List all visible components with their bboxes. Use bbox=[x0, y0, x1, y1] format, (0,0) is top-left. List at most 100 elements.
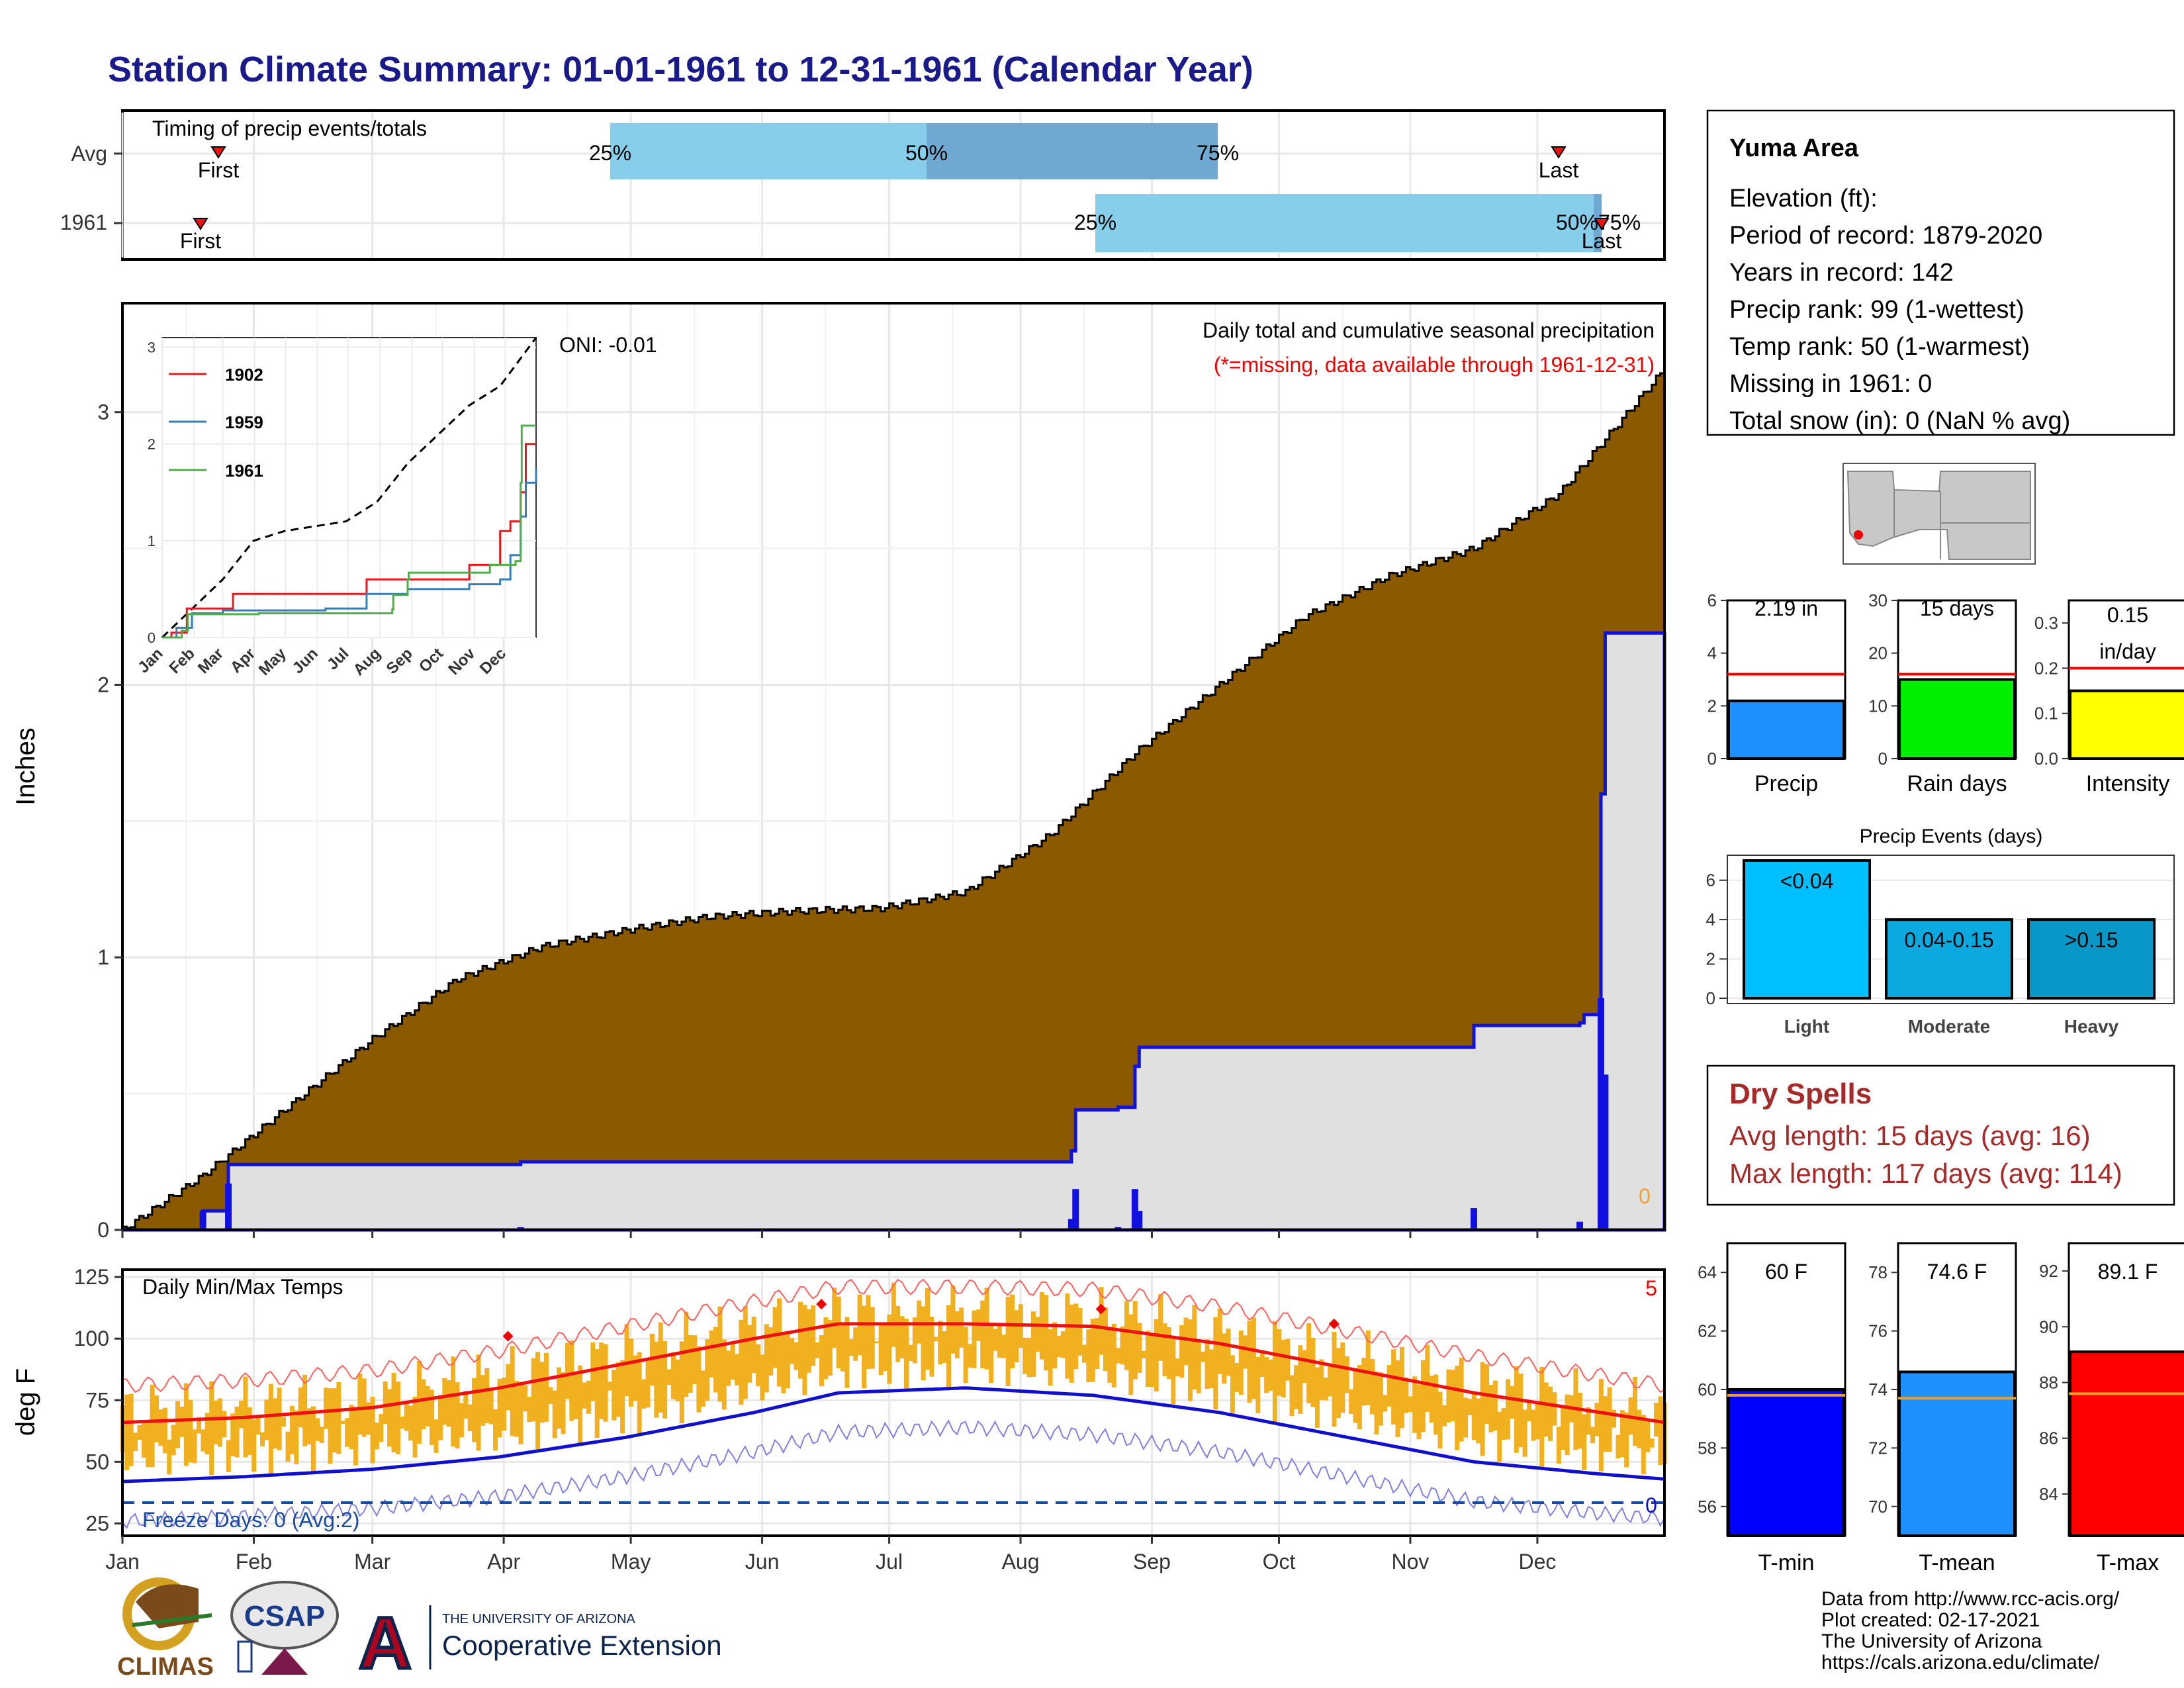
main-y-label: Inches bbox=[11, 727, 40, 806]
daily-temp-bar bbox=[442, 1378, 447, 1425]
daily-temp-bar bbox=[794, 1342, 799, 1370]
daily-precip-bar bbox=[199, 1211, 206, 1230]
daily-temp-bar bbox=[133, 1432, 138, 1452]
daily-temp-bar bbox=[268, 1383, 273, 1475]
daily-temp-bar bbox=[908, 1344, 913, 1361]
record-marker bbox=[816, 1299, 827, 1310]
daily-temp-bar bbox=[1590, 1427, 1595, 1444]
daily-temp-bar bbox=[213, 1400, 218, 1444]
y-tick-label: 90 bbox=[2039, 1317, 2058, 1336]
daily-temp-bar bbox=[226, 1440, 231, 1472]
daily-temp-bar bbox=[1175, 1358, 1180, 1377]
daily-temp-bar bbox=[1370, 1359, 1375, 1415]
y-tick-label: 125 bbox=[74, 1265, 109, 1289]
daily-temp-bar bbox=[912, 1317, 917, 1364]
daily-temp-bar bbox=[1492, 1380, 1498, 1431]
precip-bar bbox=[1727, 699, 1845, 761]
daily-temp-bar bbox=[751, 1317, 756, 1374]
daily-temp-bar bbox=[1120, 1326, 1125, 1365]
daily-temp-bar bbox=[455, 1382, 460, 1449]
daily-temp-bar bbox=[1208, 1349, 1214, 1388]
daily-temp-bar bbox=[1561, 1407, 1566, 1450]
daily-temp-bar bbox=[421, 1379, 426, 1430]
y-tick-label: 84 bbox=[2039, 1484, 2058, 1504]
daily-temp-bar bbox=[768, 1327, 774, 1376]
daily-temp-bar bbox=[1645, 1421, 1651, 1452]
daily-temp-bar bbox=[739, 1319, 744, 1405]
daily-temp-bar bbox=[497, 1379, 502, 1438]
daily-temp-bar bbox=[1226, 1329, 1231, 1376]
daily-temp-bar bbox=[760, 1354, 765, 1401]
y-tick-label: 50 bbox=[85, 1450, 109, 1474]
daily-temp-bar bbox=[1607, 1387, 1612, 1452]
main-x-axis bbox=[121, 1230, 1539, 1238]
y-tick-label: 58 bbox=[1698, 1438, 1717, 1458]
daily-temp-bar bbox=[1361, 1358, 1367, 1406]
daily-temp-bar bbox=[255, 1415, 261, 1435]
daily-temp-bar bbox=[1281, 1340, 1286, 1397]
ua-big-text: Cooperative Extension bbox=[442, 1630, 722, 1661]
y-tick-label: 30 bbox=[1868, 590, 1888, 610]
daily-temp-bar bbox=[1306, 1323, 1312, 1403]
events-bars: <0.04 Light 0.04-0.15 Moderate >0.15 Heavy bbox=[1743, 859, 2156, 1037]
daily-temp-bar bbox=[696, 1346, 702, 1413]
daily-temp-bar bbox=[128, 1393, 134, 1466]
daily-temp-bar bbox=[1162, 1323, 1167, 1376]
daily-temp-bar bbox=[989, 1325, 993, 1383]
y-tick-label: 76 bbox=[1868, 1321, 1888, 1341]
y-tick-label: 2 bbox=[1707, 696, 1717, 716]
daily-temp-bar bbox=[1624, 1412, 1629, 1468]
daily-temp-bar bbox=[721, 1339, 727, 1410]
y-tick-label: 0.1 bbox=[2034, 704, 2058, 724]
daily-temp-bar bbox=[179, 1406, 185, 1437]
daily-temp-bar bbox=[150, 1384, 155, 1468]
daily-temp-bar bbox=[1531, 1409, 1536, 1441]
daily-temp-bar bbox=[1633, 1376, 1637, 1446]
daily-temp-bar bbox=[848, 1339, 854, 1356]
daily-temp-bar bbox=[1535, 1403, 1540, 1440]
month-label: Mar bbox=[354, 1550, 390, 1573]
y-tick-label: 0 bbox=[1707, 749, 1717, 769]
daily-temp-bar bbox=[1196, 1340, 1201, 1393]
daily-temp-bar bbox=[1353, 1368, 1358, 1423]
daily-temp-bar bbox=[277, 1387, 282, 1450]
y-tick-label: 0.0 bbox=[2034, 749, 2058, 769]
main-y-axis: 0 1 2 3 bbox=[97, 400, 122, 1242]
daily-temp-bar bbox=[480, 1375, 485, 1426]
y-tick-label: 60 bbox=[1698, 1380, 1717, 1399]
y-tick-label: 0 bbox=[1878, 749, 1888, 769]
daily-temp-bar bbox=[1522, 1409, 1527, 1457]
daily-temp-bar bbox=[433, 1419, 439, 1453]
year-last-label: Last bbox=[1582, 229, 1622, 253]
daily-temp-bar bbox=[578, 1365, 583, 1444]
tmean-value: 74.6 F bbox=[1927, 1260, 1987, 1284]
daily-temp-bar bbox=[201, 1429, 206, 1452]
daily-temp-bar bbox=[535, 1352, 541, 1450]
daily-temp-bar bbox=[1293, 1365, 1298, 1409]
daily-temp-bar bbox=[1408, 1396, 1413, 1413]
daily-temp-bar bbox=[209, 1381, 214, 1476]
daily-temp-bar bbox=[735, 1354, 739, 1385]
daily-temp-bar bbox=[1031, 1311, 1036, 1377]
daily-temp-bar bbox=[264, 1399, 269, 1440]
daily-temp-bar bbox=[1150, 1335, 1155, 1387]
y-tick-label: 0.2 bbox=[2034, 658, 2058, 678]
daily-temp-bar bbox=[1298, 1345, 1303, 1414]
ua-small-text: THE UNIVERSITY OF ARIZONA bbox=[442, 1612, 636, 1626]
temp-panel-label: Daily Min/Max Temps bbox=[142, 1275, 343, 1299]
daily-temp-bar bbox=[306, 1408, 312, 1444]
record-count: 5 bbox=[1645, 1276, 1657, 1300]
daily-temp-bar bbox=[1192, 1305, 1197, 1389]
csap-logo: CSAP bbox=[230, 1581, 339, 1675]
month-label: Sep bbox=[1133, 1550, 1171, 1573]
daily-temp-bar bbox=[1336, 1348, 1341, 1419]
daily-temp-bar bbox=[1416, 1384, 1422, 1440]
inset-grid bbox=[161, 338, 536, 638]
daily-temp-bar bbox=[1205, 1339, 1210, 1389]
cumulative-precip-area bbox=[121, 371, 1666, 1231]
daily-temp-bar bbox=[395, 1382, 400, 1454]
daily-temp-bar bbox=[1213, 1317, 1218, 1410]
y-tick-label: 0.3 bbox=[2034, 613, 2058, 633]
moderate-category-label: Moderate bbox=[1908, 1016, 1990, 1037]
daily-temp-bar bbox=[1395, 1360, 1400, 1437]
